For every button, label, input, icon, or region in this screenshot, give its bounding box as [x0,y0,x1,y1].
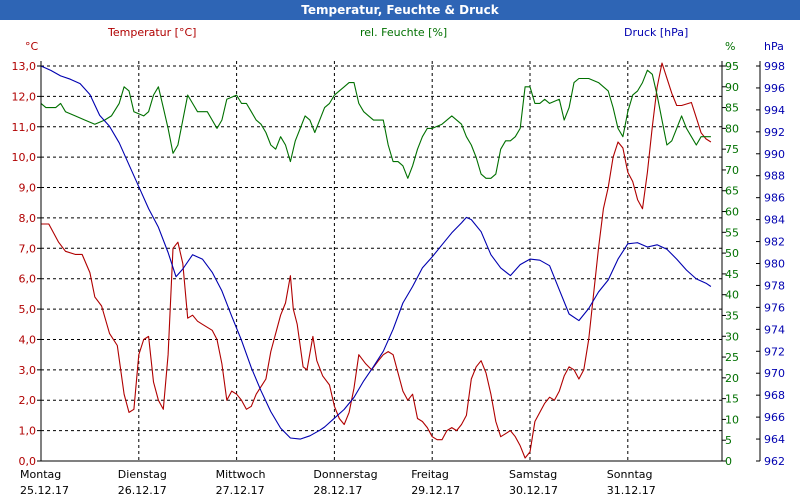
humidity-tick-label: 10 [725,413,739,426]
humidity-tick-label: 70 [725,164,739,177]
humidity-series-label: rel. Feuchte [%] [360,26,447,39]
temperature-tick-label: 8,0 [19,212,37,225]
series-line-humidity [40,69,711,179]
x-tick-label-date: 30.12.17 [509,484,558,497]
humidity-tick-label: 30 [725,330,739,343]
pressure-tick-label: 978 [764,279,785,292]
pressure-tick-label: 990 [764,148,785,161]
x-tick-label-date: 27.12.17 [216,484,265,497]
series-line-temperature [41,62,712,459]
humidity-tick-label: 65 [725,185,739,198]
pressure-tick-label: 980 [764,258,785,271]
temperature-tick-label: 3,0 [19,364,37,377]
x-tick-label-day: Mittwoch [216,468,266,481]
temperature-tick-label: 6,0 [19,273,37,286]
pressure-tick-label: 972 [764,345,785,358]
temperature-tick-label: 12,0 [12,90,37,103]
pressure-tick-label: 964 [764,433,785,446]
temperature-series-label: Temperatur [°C] [107,26,196,39]
x-tick-label-date: 31.12.17 [607,484,656,497]
x-tick-label-date: 28.12.17 [313,484,362,497]
temperature-tick-label: 1,0 [19,425,37,438]
pressure-series-label: Druck [hPa] [624,26,688,39]
humidity-tick-label: 5 [725,434,732,447]
temperature-tick-label: 13,0 [12,60,37,73]
x-tick-label-day: Dienstag [118,468,167,481]
humidity-tick-label: 60 [725,206,739,219]
humidity-tick-label: 45 [725,268,739,281]
pressure-tick-label: 970 [764,367,785,380]
temperature-tick-label: 4,0 [19,333,37,346]
pressure-tick-label: 976 [764,301,785,314]
humidity-tick-label: 15 [725,393,739,406]
x-tick-label-day: Sonntag [607,468,653,481]
pressure-tick-label: 988 [764,170,785,183]
pressure-tick-label: 994 [764,104,785,117]
x-tick-label-date: 26.12.17 [118,484,167,497]
series-line-pressure [40,65,712,440]
humidity-tick-label: 0 [725,455,732,468]
pressure-tick-label: 984 [764,214,785,227]
humidity-tick-label: 40 [725,289,739,302]
temperature-tick-label: 2,0 [19,394,37,407]
humidity-tick-label: 85 [725,102,739,115]
temperature-unit: °C [25,40,39,53]
pressure-tick-label: 996 [764,82,785,95]
chart-axes [37,61,761,462]
weather-chart: 0,0 1,0 2,0 3,0 4,0 5,0 6,0 7,0 8,0 9,0 10,0 11,0 12… [0,20,800,500]
pressure-tick-label: 968 [764,389,785,402]
x-tick-label-day: Samstag [509,468,557,481]
pressure-tick-label: 986 [764,192,785,205]
x-tick-label-date: 29.12.17 [411,484,460,497]
humidity-tick-label: 75 [725,143,739,156]
humidity-tick-label: 80 [725,122,739,135]
humidity-tick-label: 55 [725,226,739,239]
chart-series [40,62,712,459]
pressure-tick-label: 982 [764,236,785,249]
pressure-tick-label: 998 [764,60,785,73]
temperature-tick-label: 10,0 [12,151,37,164]
pressure-tick-label: 966 [764,411,785,424]
x-tick-label-date: 25.12.17 [20,484,69,497]
temperature-tick-label: 5,0 [19,303,37,316]
humidity-tick-label: 90 [725,81,739,94]
humidity-tick-label: 50 [725,247,739,260]
humidity-tick-label: 25 [725,351,739,364]
pressure-tick-label: 992 [764,126,785,139]
temperature-tick-label: 0,0 [19,455,37,468]
x-tick-label-day: Freitag [411,468,449,481]
humidity-tick-label: 95 [725,60,739,73]
pressure-tick-label: 974 [764,323,785,336]
chart-grid [41,61,722,461]
window-title: Temperatur, Feuchte & Druck [0,0,800,20]
humidity-unit: % [725,40,735,53]
pressure-unit: hPa [764,40,784,53]
x-tick-label-day: Montag [20,468,61,481]
temperature-tick-label: 11,0 [12,121,37,134]
x-tick-label-day: Donnerstag [313,468,377,481]
humidity-tick-label: 20 [725,372,739,385]
humidity-tick-label: 35 [725,309,739,322]
temperature-tick-label: 9,0 [19,182,37,195]
chart-labels: 0,0 1,0 2,0 3,0 4,0 5,0 6,0 7,0 8,0 9,0 10,0 11,0 12… [12,26,786,497]
temperature-tick-label: 7,0 [19,242,37,255]
pressure-tick-label: 962 [764,455,785,468]
